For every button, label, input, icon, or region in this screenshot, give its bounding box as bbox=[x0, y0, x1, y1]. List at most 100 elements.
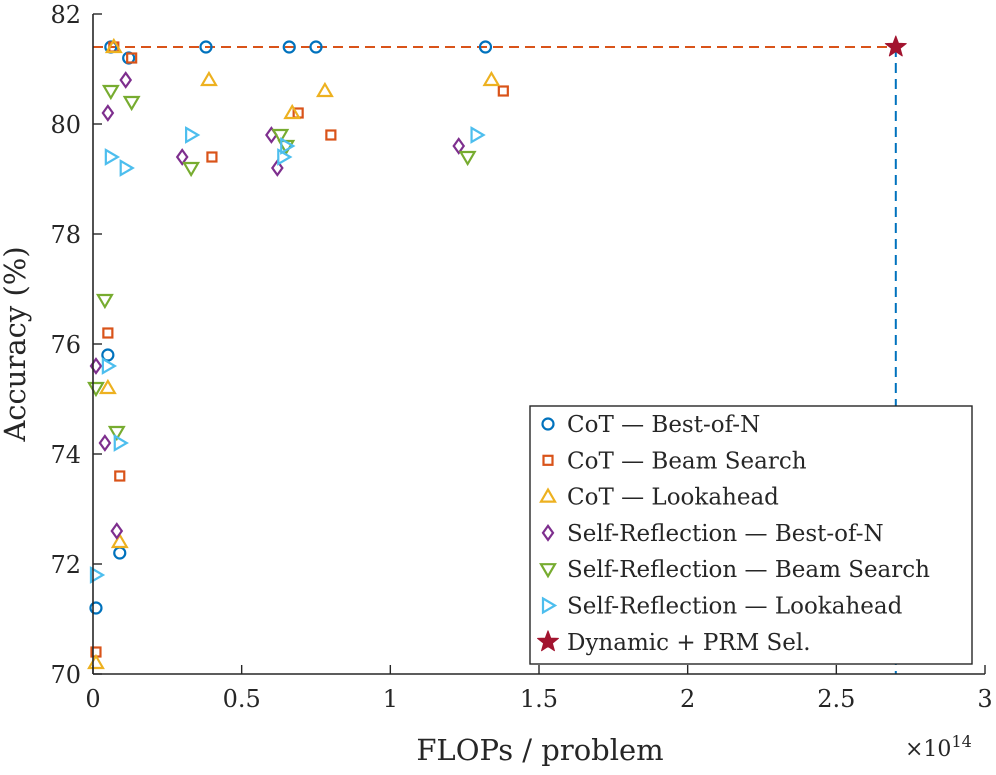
y-tick-label: 78 bbox=[50, 221, 81, 249]
legend-strategy: Beam Search bbox=[651, 448, 806, 474]
x-axis-label: FLOPs / problem bbox=[416, 733, 663, 767]
data-markers bbox=[87, 35, 907, 670]
data-point bbox=[101, 348, 115, 362]
data-point bbox=[126, 52, 138, 64]
series-2 bbox=[87, 37, 501, 670]
data-point bbox=[206, 151, 218, 163]
x-tick-label: 2 bbox=[680, 685, 695, 713]
data-point bbox=[458, 150, 477, 167]
legend-marker bbox=[539, 487, 557, 503]
legend-method: Self-Reflection bbox=[567, 557, 737, 583]
legend-method: CoT bbox=[567, 448, 614, 474]
data-point bbox=[95, 293, 114, 310]
legend-item: CoT — Lookahead bbox=[539, 485, 779, 511]
legend-separator: — bbox=[737, 594, 775, 620]
series-1 bbox=[90, 41, 509, 658]
data-point bbox=[316, 81, 334, 98]
data-point bbox=[182, 161, 201, 178]
series-6 bbox=[884, 35, 907, 57]
legend-marker bbox=[541, 417, 555, 431]
legend-label: Self-Reflection — Beam Search bbox=[567, 557, 930, 583]
legend-strategy: Lookahead bbox=[775, 594, 903, 620]
data-point bbox=[119, 159, 135, 177]
legend-label: Dynamic + PRM Sel. bbox=[567, 630, 811, 656]
legend-method: CoT bbox=[567, 485, 614, 511]
data-point bbox=[199, 40, 213, 54]
y-tick-label: 74 bbox=[50, 441, 81, 469]
data-point bbox=[98, 378, 117, 395]
y-tick-label: 80 bbox=[50, 111, 81, 139]
data-point bbox=[98, 434, 112, 452]
legend-strategy: Beam Search bbox=[775, 557, 930, 583]
data-point bbox=[270, 159, 284, 177]
axes: 0 0.5 1 1.5 2 2.5 3 70 72 74 76 78 80 82 bbox=[50, 1, 992, 713]
data-point bbox=[478, 40, 493, 54]
legend-separator: — bbox=[614, 448, 652, 474]
data-point bbox=[107, 425, 126, 442]
y-tick-label: 76 bbox=[50, 331, 81, 359]
x-exponent-power: 14 bbox=[951, 732, 971, 751]
y-tick-label: 70 bbox=[50, 661, 81, 689]
x-tick-label: 0 bbox=[85, 685, 100, 713]
legend-item: CoT — Beam Search bbox=[542, 448, 807, 474]
data-point bbox=[280, 137, 296, 155]
legend-label: CoT — Beam Search bbox=[567, 448, 807, 474]
legend-separator: — bbox=[614, 412, 652, 438]
data-point bbox=[119, 71, 133, 89]
data-point bbox=[325, 129, 337, 141]
data-point bbox=[122, 95, 141, 112]
data-point bbox=[175, 148, 189, 166]
x-axis-exponent: ×1014 bbox=[905, 732, 972, 762]
x-tick-label: 0.5 bbox=[223, 685, 261, 713]
data-point bbox=[271, 128, 290, 145]
data-point bbox=[277, 148, 293, 166]
x-tick-label: 2.5 bbox=[817, 685, 855, 713]
data-point bbox=[482, 70, 501, 87]
series-3 bbox=[89, 71, 466, 540]
legend-item: Self-Reflection — Beam Search bbox=[539, 557, 930, 583]
legend-marker bbox=[537, 630, 559, 652]
series-5 bbox=[89, 126, 486, 584]
data-point bbox=[110, 522, 124, 540]
x-tick-label: 1.5 bbox=[520, 685, 558, 713]
legend-separator: — bbox=[614, 485, 652, 511]
series-0 bbox=[89, 40, 493, 615]
data-point bbox=[89, 566, 106, 584]
data-point bbox=[114, 470, 126, 482]
legend-item: Self-Reflection — Lookahead bbox=[541, 594, 903, 620]
legend-label: CoT — Lookahead bbox=[567, 485, 779, 511]
data-point bbox=[104, 148, 121, 166]
data-point bbox=[101, 84, 120, 101]
legend-separator: — bbox=[737, 521, 775, 547]
legend-label: Self-Reflection — Best-of-N bbox=[567, 521, 884, 547]
data-point bbox=[470, 126, 486, 144]
data-point bbox=[283, 103, 302, 120]
data-point bbox=[101, 357, 118, 375]
x-tick-label: 1 bbox=[383, 685, 398, 713]
data-point bbox=[110, 532, 129, 549]
x-tick-label: 3 bbox=[977, 685, 992, 713]
legend-marker bbox=[539, 563, 557, 579]
data-point bbox=[884, 35, 907, 57]
legend-item: CoT — Best-of-N bbox=[541, 412, 760, 438]
y-axis-label: Accuracy (%) bbox=[0, 246, 32, 442]
data-point bbox=[102, 327, 114, 339]
legend-strategy: Lookahead bbox=[651, 485, 779, 511]
legend-strategy: Best-of-N bbox=[651, 412, 760, 438]
reference-lines bbox=[93, 46, 897, 674]
legend-method: Dynamic + PRM Sel. bbox=[567, 630, 811, 656]
data-point bbox=[113, 546, 127, 560]
legend-label: Self-Reflection — Lookahead bbox=[567, 594, 903, 620]
legend-label: CoT — Best-of-N bbox=[567, 412, 760, 438]
legend-item: Self-Reflection — Best-of-N bbox=[541, 521, 884, 547]
data-point bbox=[104, 37, 123, 54]
data-point bbox=[200, 70, 218, 87]
data-point bbox=[497, 85, 509, 97]
legend-marker bbox=[541, 596, 558, 615]
legend-separator: — bbox=[737, 557, 775, 583]
y-tick-label: 72 bbox=[50, 551, 81, 579]
x-exponent-base: ×10 bbox=[905, 737, 951, 762]
data-point bbox=[89, 601, 103, 615]
